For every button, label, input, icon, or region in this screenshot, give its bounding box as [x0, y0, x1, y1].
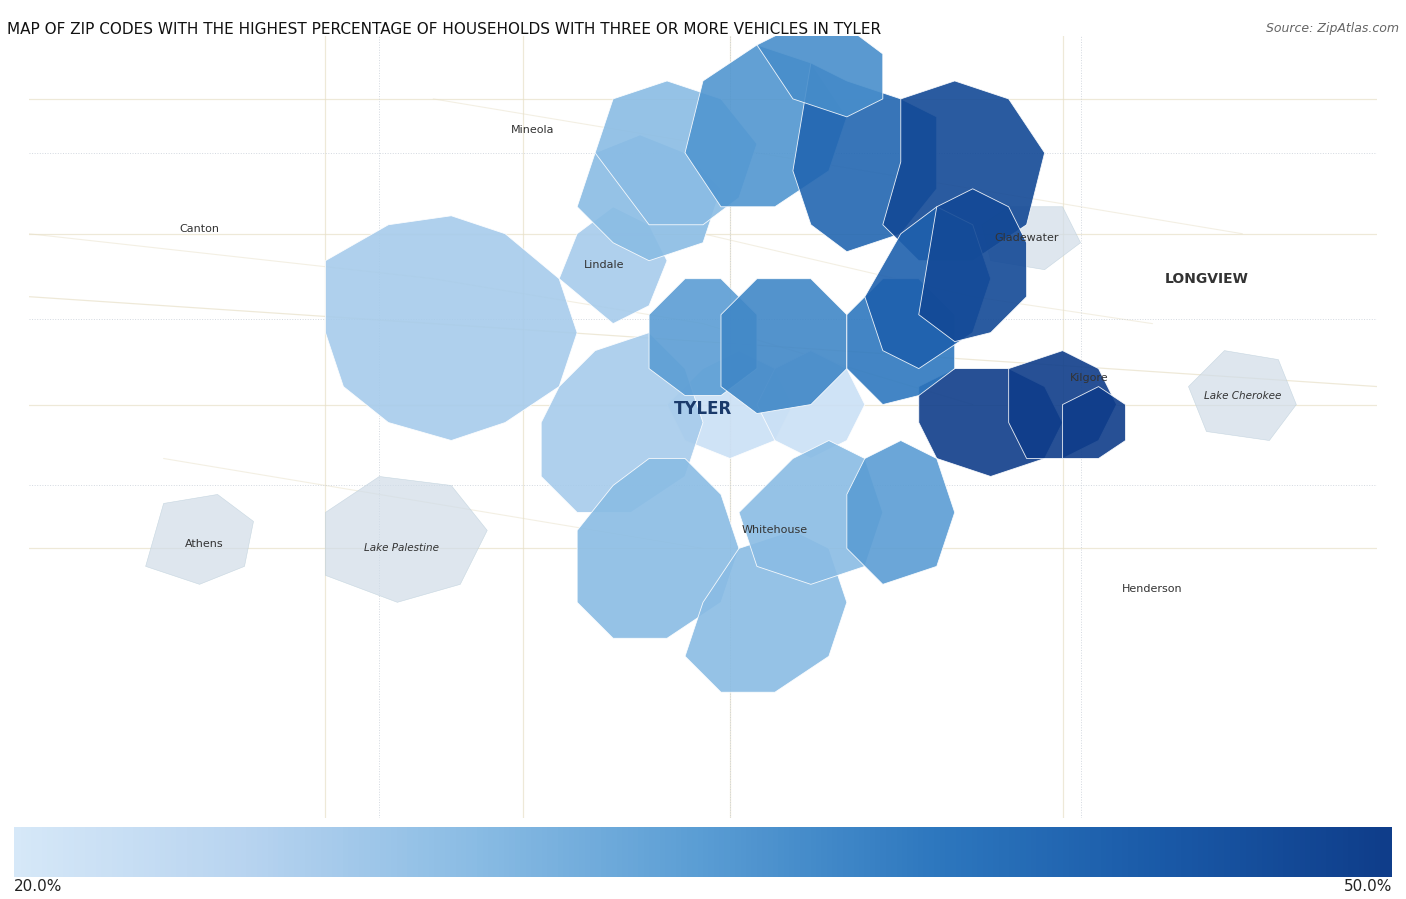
- Text: Canton: Canton: [180, 224, 219, 235]
- Polygon shape: [721, 279, 846, 414]
- Text: Lake Palestine: Lake Palestine: [364, 543, 439, 554]
- Polygon shape: [793, 63, 936, 252]
- Polygon shape: [865, 207, 991, 369]
- Polygon shape: [918, 369, 1063, 476]
- Polygon shape: [756, 351, 865, 458]
- Text: Source: ZipAtlas.com: Source: ZipAtlas.com: [1265, 22, 1399, 35]
- Polygon shape: [685, 45, 846, 207]
- Text: Lake Cherokee: Lake Cherokee: [1204, 390, 1281, 401]
- Polygon shape: [846, 441, 955, 584]
- Text: TYLER: TYLER: [673, 400, 733, 418]
- Text: 20.0%: 20.0%: [14, 879, 62, 895]
- Polygon shape: [146, 494, 253, 584]
- Text: Gladewater: Gladewater: [994, 233, 1059, 244]
- Polygon shape: [846, 279, 955, 405]
- Text: Mineola: Mineola: [510, 125, 554, 136]
- Polygon shape: [541, 333, 703, 512]
- Polygon shape: [1188, 351, 1296, 441]
- Text: Whitehouse: Whitehouse: [742, 525, 808, 536]
- Polygon shape: [650, 279, 756, 396]
- Polygon shape: [576, 135, 721, 261]
- Text: Kilgore: Kilgore: [1070, 372, 1109, 383]
- Polygon shape: [981, 207, 1081, 270]
- Text: Athens: Athens: [184, 539, 224, 549]
- Text: 50.0%: 50.0%: [1344, 879, 1392, 895]
- Polygon shape: [1008, 351, 1116, 458]
- Polygon shape: [576, 458, 740, 638]
- Polygon shape: [595, 81, 756, 225]
- Polygon shape: [666, 351, 793, 458]
- Text: Lindale: Lindale: [583, 260, 624, 271]
- Polygon shape: [325, 216, 576, 441]
- Polygon shape: [560, 207, 666, 324]
- Polygon shape: [918, 189, 1026, 342]
- Polygon shape: [883, 81, 1045, 261]
- Polygon shape: [756, 27, 883, 117]
- Polygon shape: [685, 530, 846, 692]
- Polygon shape: [740, 441, 883, 584]
- Text: Henderson: Henderson: [1122, 583, 1182, 594]
- Text: MAP OF ZIP CODES WITH THE HIGHEST PERCENTAGE OF HOUSEHOLDS WITH THREE OR MORE VE: MAP OF ZIP CODES WITH THE HIGHEST PERCEN…: [7, 22, 882, 38]
- Polygon shape: [1063, 387, 1126, 458]
- Text: LONGVIEW: LONGVIEW: [1164, 271, 1249, 286]
- Polygon shape: [325, 476, 488, 602]
